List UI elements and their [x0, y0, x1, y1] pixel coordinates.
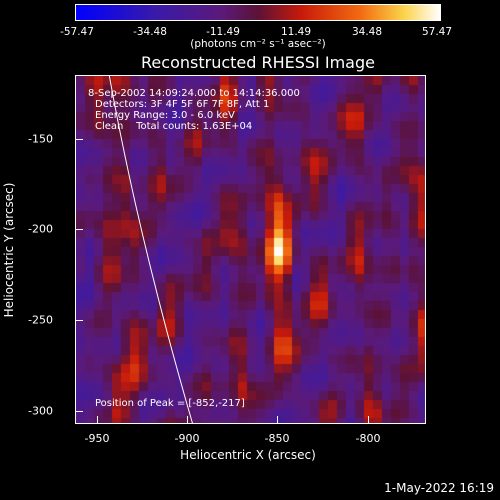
x-axis-label: Heliocentric X (arcsec) [180, 448, 316, 462]
y-tick-label: -250 [28, 313, 53, 327]
y-tick-label: -200 [28, 222, 53, 236]
y-tick-mark [75, 411, 83, 412]
x-tick-mark [97, 416, 98, 424]
x-tick-label: -850 [264, 432, 290, 445]
y-tick-label: -300 [28, 404, 53, 418]
x-tick-mark [277, 416, 278, 424]
colorbar-label: -34.48 [133, 26, 167, 38]
x-tick-mark [187, 416, 188, 424]
y-tick-label: -150 [28, 132, 53, 146]
colorbar-label: -11.49 [206, 26, 240, 38]
peak-position-text: Position of Peak = [-852,-217] [95, 398, 245, 409]
y-tick-mark [75, 229, 83, 230]
counts-text: Clean Total counts: 1.63E+04 [95, 121, 253, 132]
colorbar-label: 11.49 [280, 26, 312, 38]
colorbar [75, 4, 441, 21]
x-tick-mark [368, 416, 369, 424]
x-tick-label: -900 [174, 432, 200, 445]
time-range-text: 8-Sep-2002 14:09:24.000 to 14:14:36.000 [88, 88, 300, 99]
heatmap [76, 76, 425, 423]
timestamp: 1-May-2022 16:19 [384, 481, 494, 495]
colorbar-label: 34.48 [351, 26, 383, 38]
energy-range-text: Energy Range: 3.0 - 6.0 keV [95, 110, 235, 121]
plot-area: 8-Sep-2002 14:09:24.000 to 14:14:36.000 … [75, 75, 426, 424]
x-tick-label: -950 [84, 432, 110, 445]
y-tick-mark [75, 139, 83, 140]
solar-limb-line [108, 76, 193, 423]
y-axis-label: Heliocentric Y (arcsec) [2, 182, 16, 318]
image-title: Reconstructed RHESSI Image [141, 53, 375, 72]
colorbar-label: 57.47 [421, 26, 453, 38]
colorbar-units: (photons cm⁻² s⁻¹ asec⁻²) [190, 38, 326, 50]
detectors-text: Detectors: 3F 4F 5F 6F 7F 8F, Att 1 [95, 99, 270, 110]
colorbar-label: -57.47 [60, 26, 94, 38]
y-tick-mark [75, 320, 83, 321]
x-tick-label: -800 [355, 432, 381, 445]
